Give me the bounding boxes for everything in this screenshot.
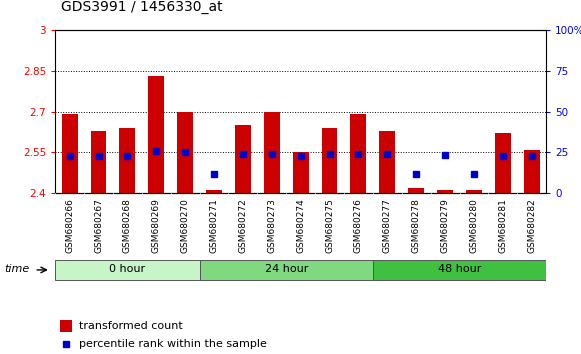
Bar [466,190,482,193]
Text: GSM680273: GSM680273 [267,198,277,253]
Text: GSM680266: GSM680266 [65,198,74,253]
FancyBboxPatch shape [55,259,200,280]
Text: percentile rank within the sample: percentile rank within the sample [79,339,267,349]
Bar [408,188,424,193]
Text: GSM680274: GSM680274 [296,198,305,253]
Text: GSM680271: GSM680271 [210,198,218,253]
Text: transformed count: transformed count [79,321,182,331]
Bar [495,133,511,193]
Text: 48 hour: 48 hour [438,264,481,274]
Bar [91,131,106,193]
Bar [62,114,78,193]
FancyBboxPatch shape [200,259,373,280]
Text: GDS3991 / 1456330_at: GDS3991 / 1456330_at [61,0,223,14]
Text: GSM680269: GSM680269 [152,198,161,253]
Bar [177,112,193,193]
Text: GSM680279: GSM680279 [440,198,450,253]
Bar [206,190,222,193]
Text: GSM680267: GSM680267 [94,198,103,253]
Text: GSM680276: GSM680276 [354,198,363,253]
Text: GSM680277: GSM680277 [383,198,392,253]
Text: GSM680282: GSM680282 [527,198,536,253]
Text: GSM680268: GSM680268 [123,198,132,253]
Bar [523,149,540,193]
Text: 24 hour: 24 hour [264,264,308,274]
Text: GSM680270: GSM680270 [181,198,189,253]
Bar [437,190,453,193]
Bar [60,320,73,332]
Bar [322,128,338,193]
Text: GSM680272: GSM680272 [238,198,248,253]
Bar [379,131,395,193]
Bar [350,114,367,193]
Bar [120,128,135,193]
Bar [264,112,279,193]
Bar [293,152,309,193]
Text: GSM680278: GSM680278 [412,198,421,253]
Bar [148,76,164,193]
Text: 0 hour: 0 hour [109,264,145,274]
Text: time: time [5,264,30,274]
Bar [235,125,251,193]
Text: GSM680280: GSM680280 [469,198,478,253]
Text: GSM680275: GSM680275 [325,198,334,253]
FancyBboxPatch shape [373,259,546,280]
Text: GSM680281: GSM680281 [498,198,507,253]
